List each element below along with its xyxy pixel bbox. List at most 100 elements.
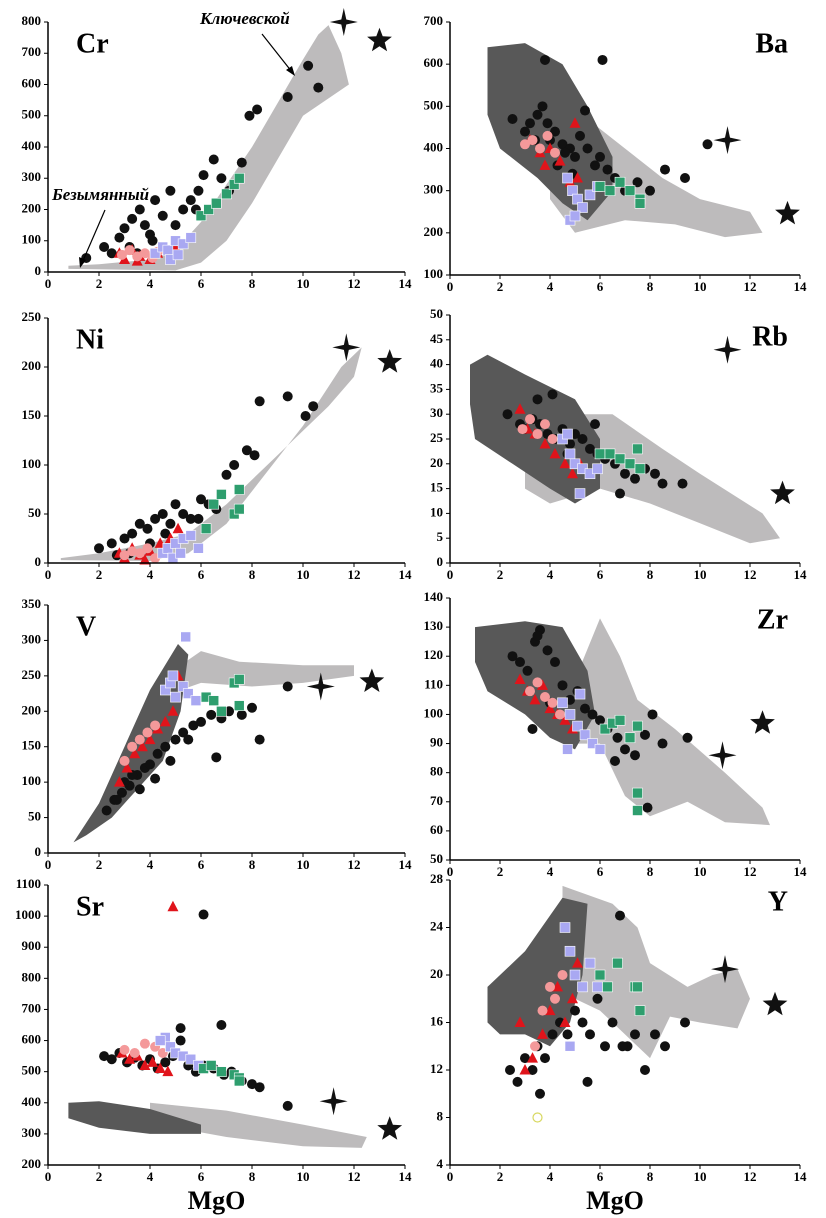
panel-title: V: [76, 611, 96, 642]
point: [178, 509, 189, 519]
y-tick-label: 350: [22, 596, 42, 611]
point: [587, 738, 598, 749]
point: [129, 1048, 140, 1058]
point: [185, 530, 197, 541]
point: [602, 981, 613, 993]
point: [632, 787, 643, 799]
point: [624, 185, 636, 196]
y-tick-label: 0: [437, 554, 444, 569]
y-tick-label: 800: [22, 969, 42, 984]
point: [540, 419, 550, 430]
point: [574, 488, 586, 499]
point: [564, 448, 576, 460]
point: [208, 695, 220, 706]
x-tick-label: 2: [96, 567, 103, 582]
point: [134, 734, 145, 745]
y-tick-label: 300: [22, 631, 42, 646]
point: [127, 741, 138, 752]
point: [106, 538, 117, 549]
point: [614, 176, 626, 188]
y-tick-label: 20: [430, 966, 443, 981]
y-tick-label: 130: [424, 618, 444, 633]
y-tick-label: 8: [437, 1108, 444, 1123]
point: [175, 1023, 186, 1034]
point: [557, 139, 568, 150]
point: [762, 991, 788, 1016]
point: [332, 333, 361, 362]
point: [525, 414, 535, 425]
point: [657, 738, 668, 749]
point: [134, 548, 145, 559]
point: [535, 143, 545, 154]
point: [119, 223, 130, 234]
point: [537, 101, 548, 112]
point: [594, 744, 606, 755]
x-tick-label: 10: [297, 857, 310, 872]
point: [549, 447, 561, 459]
point: [577, 1017, 588, 1028]
point: [567, 992, 578, 1004]
point: [630, 750, 640, 761]
point: [150, 720, 161, 731]
point: [165, 755, 176, 766]
point: [600, 1041, 610, 1052]
point: [196, 716, 206, 727]
point: [539, 159, 551, 170]
point: [614, 714, 626, 726]
point: [562, 1029, 573, 1040]
point: [121, 761, 133, 773]
y-tick-label: 400: [22, 138, 42, 153]
point: [507, 651, 518, 662]
point: [127, 546, 138, 557]
field: [150, 1102, 367, 1148]
point: [185, 195, 196, 206]
point: [144, 733, 156, 745]
point: [542, 130, 553, 141]
x-tick-label: 0: [45, 1169, 52, 1184]
y-tick-label: 500: [424, 97, 444, 112]
point: [770, 480, 795, 505]
annotation-arrow: [261, 33, 293, 73]
point: [193, 542, 204, 554]
x-tick-label: 14: [399, 857, 413, 872]
point: [522, 665, 533, 676]
y-tick-label: 0: [35, 844, 42, 859]
point: [570, 151, 580, 162]
point: [124, 245, 135, 256]
point: [172, 522, 184, 534]
y-tick-label: 100: [424, 266, 444, 281]
point: [205, 1060, 217, 1071]
y-tick-label: 120: [424, 647, 444, 662]
point: [547, 1029, 558, 1040]
point: [159, 715, 171, 727]
point: [582, 143, 593, 154]
point: [216, 1020, 227, 1030]
point: [514, 673, 526, 685]
point: [134, 204, 145, 215]
point: [587, 709, 598, 720]
point: [196, 494, 206, 505]
point: [233, 700, 245, 711]
point: [567, 467, 578, 479]
point: [650, 468, 660, 479]
x-tick-label: 2: [497, 279, 504, 294]
point: [150, 513, 161, 524]
point: [142, 543, 153, 554]
point: [170, 691, 181, 703]
point: [594, 181, 606, 192]
point: [624, 732, 636, 744]
x-tick-label: 12: [348, 857, 361, 872]
point: [160, 741, 171, 752]
point: [106, 248, 117, 259]
point: [650, 1029, 660, 1040]
point: [554, 155, 566, 166]
point: [702, 139, 713, 150]
annotation-arrowhead: [286, 66, 295, 76]
x-tick-label: 0: [45, 857, 52, 872]
point: [520, 139, 530, 150]
x-tick-label: 10: [694, 567, 707, 582]
point: [147, 1056, 159, 1067]
point: [157, 509, 168, 519]
x-tick-label: 8: [249, 1169, 256, 1184]
point: [640, 1065, 650, 1075]
